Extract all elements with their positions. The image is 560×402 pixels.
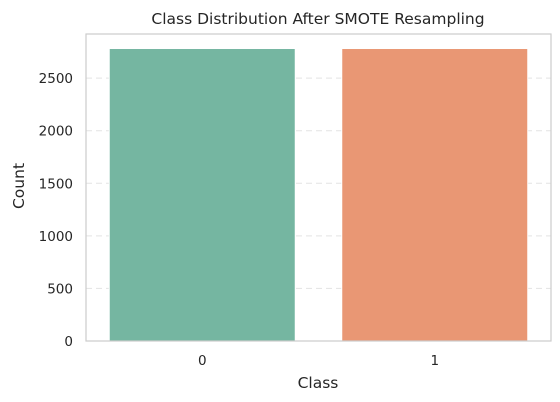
bar-class-1 (341, 48, 529, 342)
y-tick-label: 0 (64, 334, 73, 350)
bars-layer (108, 48, 529, 342)
chart-title: Class Distribution After SMOTE Resamplin… (151, 10, 484, 28)
y-tick-label: 1500 (39, 176, 73, 192)
y-tick-label: 1000 (39, 229, 73, 245)
y-tick-label: 2500 (39, 71, 73, 87)
y-axis-label: Count (10, 163, 28, 209)
plot-frame (85, 33, 552, 342)
y-tick-label: 2000 (39, 124, 73, 140)
y-axis-ticks: 0 500 1000 1500 2000 2500 (39, 71, 73, 350)
x-axis-label: Class (298, 374, 339, 392)
x-tick-label: 1 (430, 353, 439, 369)
y-tick-label: 500 (47, 281, 73, 297)
x-tick-label: 0 (198, 353, 207, 369)
bar-class-0 (108, 48, 296, 342)
